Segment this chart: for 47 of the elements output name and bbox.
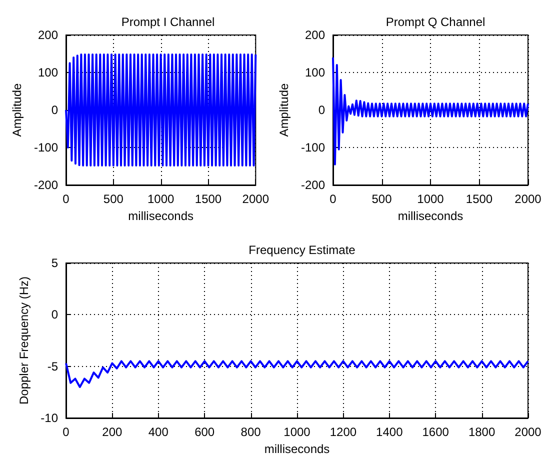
x-tick-label: 0: [62, 425, 70, 439]
x-tick-label: 1000: [284, 425, 311, 439]
y-tick-label: -200: [34, 178, 58, 192]
y-tick-label: -100: [34, 140, 58, 154]
x-tick-label: 500: [103, 192, 124, 206]
y-tick-label: 0: [51, 103, 58, 117]
x-axis-title: milliseconds: [264, 442, 330, 456]
y-axis-title: Doppler Frequency (Hz): [16, 276, 31, 405]
x-tick-label: 0: [62, 192, 70, 206]
x-tick-label: 200: [102, 425, 123, 439]
y-tick-label: 200: [304, 28, 326, 42]
x-tick-label: 2000: [242, 192, 270, 206]
y-axis-title: Amplitude: [10, 83, 24, 137]
line-series: [332, 56, 529, 166]
y-tick-label: 200: [38, 28, 58, 42]
x-tick-label: 1500: [194, 192, 222, 206]
x-tick-label: 1000: [417, 192, 444, 206]
line-series: [65, 360, 529, 388]
y-tick-label: 100: [38, 66, 58, 80]
x-tick-label: 600: [194, 425, 215, 439]
x-tick-label: 800: [240, 425, 262, 439]
x-tick-label: 1500: [466, 192, 493, 206]
x-tick-label: 1600: [422, 425, 450, 439]
x-tick-label: 1200: [330, 425, 357, 439]
y-axis-title: Amplitude: [277, 83, 292, 137]
y-tick-label: -10: [40, 411, 58, 425]
x-tick-label: 500: [372, 192, 392, 206]
y-tick-label: 0: [318, 103, 326, 117]
chart-title: Prompt Q Channel: [386, 15, 486, 29]
x-tick-label: 2000: [514, 425, 542, 439]
y-tick-label: 0: [51, 308, 58, 322]
x-axis-title: milliseconds: [398, 208, 464, 223]
line-series: [65, 54, 257, 166]
y-tick-label: -100: [300, 140, 326, 154]
x-tick-label: 2000: [514, 192, 542, 206]
y-tick-label: 5: [51, 256, 58, 270]
y-tick-label: -5: [47, 359, 58, 374]
x-axis-title: milliseconds: [128, 208, 194, 223]
y-tick-label: -200: [300, 178, 326, 192]
y-tick-label: 100: [304, 66, 326, 80]
x-tick-label: 1000: [147, 192, 174, 206]
x-tick-label: 400: [148, 425, 169, 439]
chart-title: Prompt I Channel: [121, 15, 215, 29]
chart-title: Frequency Estimate: [248, 243, 356, 257]
x-tick-label: 1400: [376, 425, 404, 439]
x-tick-label: 1800: [468, 425, 496, 439]
x-tick-label: 0: [330, 192, 337, 206]
